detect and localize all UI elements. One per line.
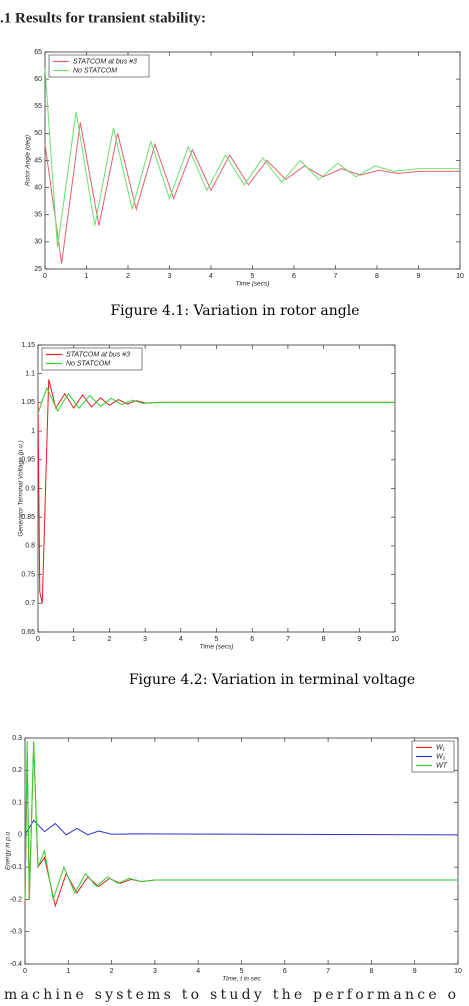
body-text: machine systems to study the performance… — [4, 987, 456, 1003]
x-tick-label: 0 — [43, 273, 47, 280]
x-axis-label: Time (secs) — [236, 281, 270, 288]
x-tick-label: 1 — [66, 968, 70, 975]
figure-caption: Figure 4.2: Variation in terminal voltag… — [129, 672, 415, 688]
x-tick-label: 2 — [110, 968, 114, 975]
y-tick-label: 1.15 — [21, 342, 35, 349]
y-axis-label: Generator Terminal Voltage (p.u.) — [18, 440, 25, 536]
y-tick-label: 0.75 — [21, 571, 35, 578]
legend-label: No STATCOM — [73, 67, 117, 74]
x-tick-label: 7 — [334, 273, 338, 280]
y-tick-label: 35 — [34, 212, 42, 219]
x-tick-label: 5 — [215, 636, 219, 643]
y-tick-label: 0.65 — [21, 629, 35, 636]
x-tick-label: 3 — [153, 968, 157, 975]
y-tick-label: 0.3 — [12, 735, 22, 742]
y-tick-label: 1 — [31, 428, 35, 435]
y-tick-label: 0.2 — [12, 767, 22, 774]
figure-caption: Figure 4.1: Variation in rotor angle — [110, 303, 359, 319]
y-tick-label: -0.3 — [10, 929, 22, 936]
x-tick-label: 7 — [286, 636, 290, 643]
x-axis-label: Time, t in sec — [222, 976, 261, 983]
y-tick-label: 30 — [34, 239, 42, 246]
x-tick-label: 6 — [250, 636, 254, 643]
data-line — [44, 68, 460, 248]
y-tick-label: 40 — [34, 184, 42, 191]
y-tick-label: 45 — [34, 157, 42, 164]
y-tick-label: 0.8 — [25, 543, 35, 550]
y-axis-label: Energy in p.u — [5, 831, 12, 870]
y-tick-label: 0.9 — [25, 485, 35, 492]
y-tick-label: 0.85 — [21, 514, 35, 521]
legend-label: W₂ — [436, 753, 446, 760]
y-axis-label: Rotor Angle (deg) — [25, 135, 32, 186]
legend-label: WT — [436, 762, 448, 769]
y-tick-label: 65 — [34, 49, 42, 56]
x-tick-label: 5 — [251, 273, 255, 280]
x-tick-label: 4 — [196, 968, 200, 975]
x-tick-label: 4 — [209, 273, 213, 280]
y-tick-label: 50 — [34, 130, 42, 137]
y-tick-label: 0.95 — [21, 457, 35, 464]
data-line — [24, 741, 458, 900]
x-tick-label: 10 — [454, 968, 462, 975]
section-heading: .1 Results for transient stability: — [0, 10, 206, 26]
x-tick-label: 7 — [326, 968, 330, 975]
x-tick-label: 2 — [126, 273, 130, 280]
legend-label: STATCOM at bus #3 — [73, 58, 137, 65]
legend-box — [48, 54, 150, 78]
x-tick-label: 9 — [417, 273, 421, 280]
legend-box — [41, 347, 143, 371]
y-tick-label: -0.4 — [10, 961, 22, 968]
data-line — [37, 386, 395, 415]
y-tick-label: 1.05 — [21, 399, 35, 406]
legend-label: W₁ — [436, 744, 446, 751]
y-tick-label: -0.1 — [10, 864, 22, 871]
y-tick-label: 55 — [34, 103, 42, 110]
plot-area — [24, 737, 459, 965]
x-tick-label: 8 — [369, 968, 373, 975]
x-tick-label: 0 — [23, 968, 27, 975]
data-line — [44, 122, 460, 264]
y-tick-label: 0.1 — [12, 799, 22, 806]
x-tick-label: 3 — [143, 636, 147, 643]
x-tick-label: 5 — [240, 968, 244, 975]
x-tick-label: 8 — [375, 273, 379, 280]
legend-label: STATCOM at bus #3 — [66, 351, 130, 358]
x-tick-label: 0 — [36, 636, 40, 643]
x-tick-label: 9 — [357, 636, 361, 643]
y-tick-label: 60 — [34, 76, 42, 83]
y-tick-label: 0 — [18, 832, 22, 839]
x-tick-label: 9 — [413, 968, 417, 975]
y-tick-label: 0.7 — [25, 600, 35, 607]
x-axis-label: Time (secs) — [200, 644, 234, 651]
plot-area — [37, 344, 396, 633]
x-tick-label: 1 — [85, 273, 89, 280]
x-tick-label: 2 — [107, 636, 111, 643]
x-tick-label: 6 — [283, 968, 287, 975]
legend-label: No STATCOM — [66, 360, 110, 367]
x-tick-label: 10 — [391, 636, 399, 643]
y-tick-label: -0.2 — [10, 896, 22, 903]
y-tick-label: 25 — [34, 266, 42, 273]
data-line — [37, 379, 395, 604]
data-line — [24, 819, 459, 836]
y-tick-label: 1.1 — [25, 371, 35, 378]
plot-area — [44, 51, 461, 270]
x-tick-label: 8 — [322, 636, 326, 643]
x-tick-label: 4 — [179, 636, 183, 643]
x-tick-label: 3 — [168, 273, 172, 280]
x-tick-label: 6 — [292, 273, 296, 280]
x-tick-label: 10 — [456, 273, 464, 280]
x-tick-label: 1 — [72, 636, 76, 643]
